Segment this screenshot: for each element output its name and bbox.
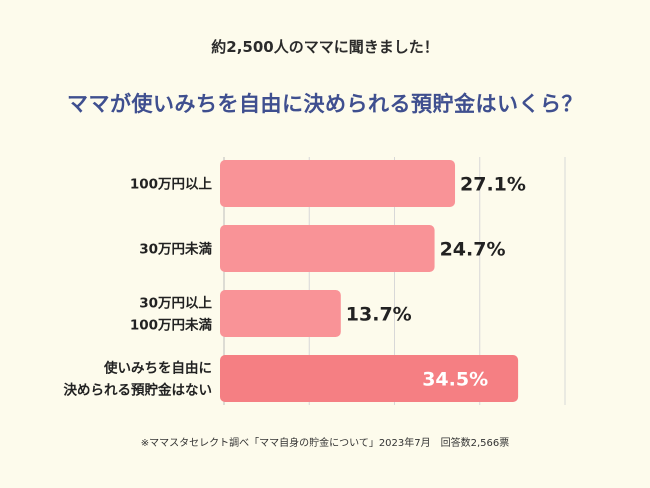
data-label: 24.7% [440,239,506,261]
category-label: 30万円以上 [139,296,212,312]
chart-title: ママが使いみちを自由に決められる預貯金はいくら？ [67,92,583,116]
bar [220,160,456,207]
chart-subtitle: 約2,500人のママに聞きました！ [211,38,439,56]
bar [220,355,519,402]
category-label: 決められる預貯金はない [64,382,213,399]
bar [220,290,341,337]
source-footnote: ※ママスタセレクト調べ「ママ自身の貯金について」2023年7月 回答数2,566… [140,438,510,449]
category-label: 100万円以上 [130,177,213,193]
category-label: 30万円未満 [139,241,212,258]
data-label: 27.1% [460,174,526,196]
category-label: 100万円未満 [130,317,213,334]
data-label: 13.7% [346,304,412,326]
data-label: 34.5% [422,369,488,391]
category-label: 使いみちを自由に [103,360,212,377]
bar [220,225,435,272]
